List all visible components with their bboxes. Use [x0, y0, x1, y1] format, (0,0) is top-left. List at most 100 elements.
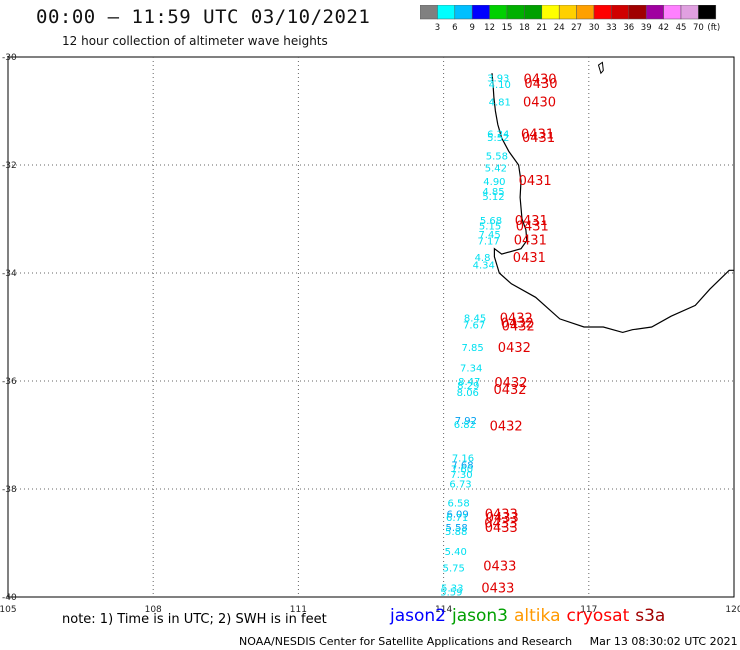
- swh-value: 5.33: [441, 583, 463, 594]
- pass-time-label: 0433: [485, 507, 518, 522]
- colorbar-label: 27: [571, 23, 582, 33]
- swh-value: 7.17: [477, 237, 499, 248]
- pass-time-label: 0430: [524, 77, 557, 92]
- satellite-altika: altika: [514, 606, 561, 626]
- swh-value: 5.12: [482, 192, 504, 203]
- lon-tick-label: 114: [435, 605, 452, 615]
- pass-time-label: 0432: [493, 383, 526, 398]
- pass-time-label: 0431: [521, 128, 554, 143]
- swh-value: 7.16: [452, 454, 474, 465]
- swh-color-scale: 3 6 9 12 15 18 21 24 27 30 33 36 39 42 45 70 (ft): [420, 5, 720, 33]
- satellite-jason3: jason3: [452, 606, 508, 626]
- swh-value: 5.58: [446, 523, 468, 534]
- swh-value: 7.67: [463, 320, 485, 331]
- credit-organization: NOAA/NESDIS Center for Satellite Applica…: [239, 635, 573, 648]
- pass-time-label: 0431: [513, 251, 546, 266]
- swh-value: 7.60: [451, 464, 473, 475]
- colorbar-label: 9: [469, 23, 474, 33]
- pass-time-label: 0432: [501, 317, 534, 332]
- pass-time-label: 0432: [490, 419, 523, 434]
- swh-value: 6.58: [447, 499, 469, 510]
- swh-value: 8.47: [458, 377, 480, 388]
- lon-tick-label: 111: [290, 605, 307, 615]
- lon-tick-label: 108: [145, 605, 162, 615]
- pass-time-label: 0430: [523, 73, 556, 88]
- swh-value: 5.58: [486, 151, 508, 162]
- units-note: note: 1) Time is in UTC; 2) SWH is in fe…: [62, 612, 327, 627]
- swh-value: 7.34: [460, 364, 482, 375]
- pass-time-label: 0432: [502, 319, 535, 334]
- pass-time-label: 0433: [484, 516, 517, 531]
- map-title: 00:00 – 11:59 UTC 03/10/2021: [36, 6, 371, 28]
- swh-value: 6.71: [446, 513, 468, 524]
- colorbar-label: 6: [452, 23, 457, 33]
- swh-value: 5.68: [480, 216, 502, 227]
- swh-value: 8.29: [457, 381, 479, 392]
- swh-value: 4.85: [482, 187, 504, 198]
- lat-tick-label: -40: [2, 593, 17, 603]
- satellite-cryosat: cryosat: [566, 606, 630, 626]
- pass-time-label: 0433: [486, 511, 519, 526]
- colorbar-label: 12: [484, 23, 495, 33]
- colorbar-label: 70: [693, 23, 704, 33]
- island-outline: [597, 61, 604, 75]
- satellite-s3a: s3a: [635, 606, 666, 626]
- lat-tick-label: -32: [2, 161, 17, 171]
- pass-time-label: 0433: [483, 560, 516, 575]
- lat-tick-label: -30: [2, 53, 17, 63]
- lon-tick-label: 117: [580, 605, 597, 615]
- credit-timestamp: Mar 13 08:30:02 UTC 2021: [589, 635, 738, 648]
- swh-value: 7.30: [450, 470, 472, 481]
- swh-value: 7.45: [478, 230, 500, 241]
- pass-time-label: 0431: [514, 234, 547, 249]
- map-subtitle: 12 hour collection of altimeter wave hei…: [62, 34, 328, 48]
- swh-value: 4.90: [483, 177, 505, 188]
- swh-value: 5.40: [445, 547, 467, 558]
- swh-value: 4.10: [489, 80, 511, 91]
- colorbar-label: 3: [435, 23, 440, 33]
- swh-value: 6.82: [454, 420, 476, 431]
- colorbar-label: 18: [519, 23, 530, 33]
- swh-value: 7.92: [455, 416, 477, 427]
- colorbar-label: 42: [658, 23, 669, 33]
- pass-time-label: 0433: [485, 521, 518, 536]
- colorbar-label: 15: [502, 23, 513, 33]
- swh-value: 4.8: [475, 253, 491, 264]
- pass-time-label: 0432: [500, 311, 533, 326]
- colorbar-label: 24: [554, 23, 565, 33]
- swh-value: 5.15: [479, 221, 501, 232]
- lon-tick-label: 105: [0, 605, 17, 615]
- pass-time-label: 0431: [515, 214, 548, 229]
- pass-time-label: 0431: [519, 174, 552, 189]
- swh-value: 7.85: [462, 343, 484, 354]
- pass-time-label: 0432: [498, 341, 531, 356]
- colorbar-label: 45: [676, 23, 687, 33]
- swh-value: 5.75: [443, 563, 465, 574]
- lat-tick-label: -38: [2, 485, 17, 495]
- swh-value: 8.45: [464, 313, 486, 324]
- credit-line: NOAA/NESDIS Center for Satellite Applica…: [239, 635, 740, 648]
- colorbar-label: (ft): [707, 23, 720, 33]
- satellite-legend: jason2 jason3 altika cryosat s3a: [390, 606, 671, 626]
- lon-tick-label: 120: [725, 605, 740, 615]
- colorbar-label: 36: [623, 23, 634, 33]
- pass-time-label: 0431: [516, 219, 549, 234]
- swh-value: 8.06: [457, 388, 479, 399]
- pass-time-label: 0430: [523, 95, 556, 110]
- pass-time-label: 0431: [522, 131, 555, 146]
- lat-tick-label: -36: [2, 377, 17, 387]
- swh-value: 7.68: [451, 461, 473, 472]
- swh-value: 6.73: [449, 480, 471, 491]
- swh-value: 4.81: [489, 97, 511, 108]
- swh-value: 6.24: [487, 130, 509, 141]
- colorbar-label: 39: [641, 23, 652, 33]
- swh-value: 3.93: [487, 74, 509, 85]
- colorbar-label: 30: [589, 23, 600, 33]
- pass-time-label: 0432: [494, 376, 527, 391]
- map-frame: [7, 56, 735, 598]
- swh-value: 5.88: [445, 527, 467, 538]
- swh-value: 4.34: [473, 260, 495, 271]
- colorbar-label: 21: [536, 23, 547, 33]
- swh-value: 6.09: [447, 509, 469, 520]
